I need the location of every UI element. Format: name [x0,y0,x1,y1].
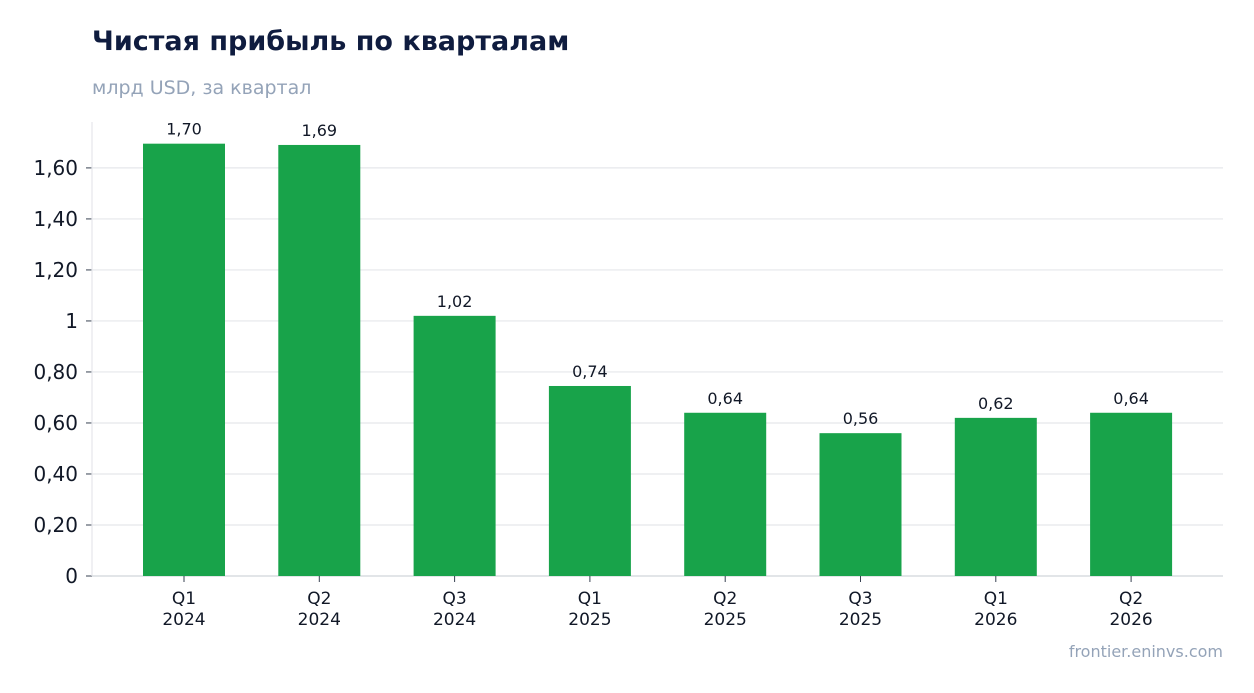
chart-title: Чистая прибыль по кварталам [92,26,570,57]
y-tick-label: 0,80 [33,360,78,384]
x-tick-label-quarter: Q2 [307,589,331,609]
x-tick-label-quarter: Q1 [984,589,1008,609]
labels: 1,70Q120241,69Q220241,02Q320240,74Q12025… [162,120,1152,630]
y-tick-label: 0 [65,564,78,588]
bar [548,385,631,576]
x-tick-label-quarter: Q2 [1119,589,1143,609]
x-tick-label-year: 2024 [162,610,205,630]
bar [278,144,361,576]
bar [819,433,902,576]
data-label: 0,64 [707,389,743,408]
x-tick-label-quarter: Q3 [442,589,466,609]
bar [413,315,496,576]
x-tick-label-year: 2024 [433,610,476,630]
data-label: 1,02 [437,292,473,311]
bar [684,412,767,576]
data-label: 0,64 [1113,389,1149,408]
y-tick-label: 1 [65,309,78,333]
x-tick-label-year: 2026 [1109,610,1152,630]
grid-lines [92,167,1223,526]
y-tick-label: 1,60 [33,156,78,180]
y-tick-label: 0,60 [33,411,78,435]
bars [143,143,1173,576]
bar [143,143,225,576]
y-tick-label: 1,40 [33,207,78,231]
data-label: 0,62 [978,394,1014,413]
y-tick-label: 1,20 [33,258,78,282]
data-label: 1,70 [166,120,202,139]
y-tick-label: 0,20 [33,513,78,537]
x-tick-label-quarter: Q2 [713,589,737,609]
data-label: 0,56 [843,409,879,428]
x-tick-label-quarter: Q1 [578,589,602,609]
x-tick-label-year: 2026 [974,610,1017,630]
x-tick-label-year: 2024 [298,610,341,630]
x-tick-label-quarter: Q1 [172,589,196,609]
x-tick-label-year: 2025 [568,610,611,630]
bar [954,417,1037,576]
source-credit: frontier.eninvs.com [1068,642,1223,661]
x-tick-label-quarter: Q3 [848,589,872,609]
x-tick-label-year: 2025 [704,610,747,630]
data-label: 1,69 [301,121,337,140]
axes: 0 0,20 0,40 0,60 0,80 1 1,20 1,40 1,60 [33,122,1223,588]
x-tick-label-year: 2025 [839,610,882,630]
data-label: 0,74 [572,362,608,381]
bar [1090,412,1173,576]
chart-subtitle: млрд USD, за квартал [92,77,312,99]
y-tick-label: 0,40 [33,462,78,486]
